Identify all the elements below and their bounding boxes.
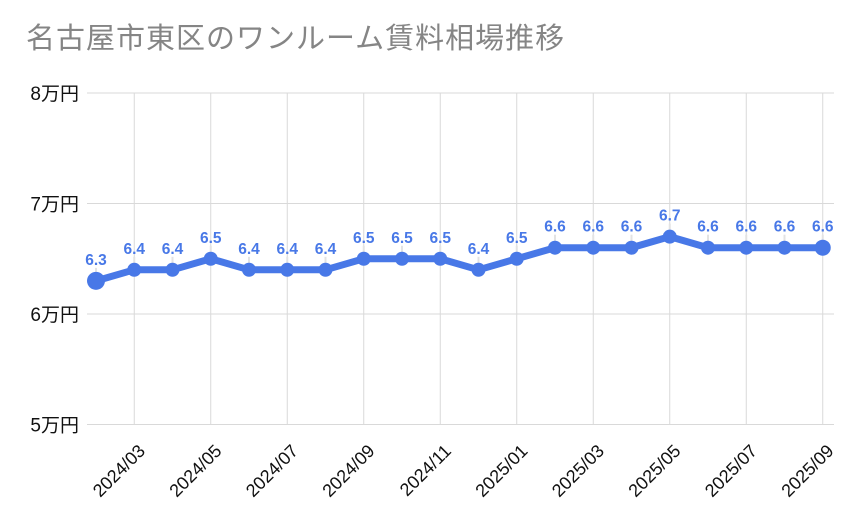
point-label: 6.5 [429,230,451,247]
data-point [395,251,409,266]
y-tick-label: 5万円 [30,416,79,437]
data-point [739,240,754,255]
data-point [242,262,256,277]
y-tick-label: 7万円 [30,195,79,216]
point-label: 6.4 [468,241,490,258]
horizontal-gridlines [87,92,834,425]
x-tick-label: 2025/09 [777,441,837,501]
point-label: 6.4 [123,241,145,258]
y-tick-label: 6万円 [30,305,79,326]
point-label: 6.4 [238,241,260,258]
data-point [814,239,831,256]
point-label: 6.4 [276,241,298,258]
x-axis-labels: 2024/03 2024/05 2024/07 2024/09 2024/11 2025/… [89,441,838,501]
data-point [662,229,677,244]
chart-title: 名古屋市東区のワンルーム賃料相場推移 [26,23,566,55]
point-label: 6.5 [353,230,375,247]
point-label: 6.6 [735,219,757,236]
point-label: 6.6 [582,219,604,236]
point-label: 6.3 [85,252,107,269]
x-tick-label: 2025/01 [471,441,531,501]
x-tick-label: 2024/07 [242,441,302,501]
point-labels: 6.3 6.4 6.4 6.5 6.4 6.4 6.4 6.5 6.5 6.5 6.4 6.5 6.6 6… [85,208,834,269]
x-tick-label: 2024/09 [318,441,378,501]
x-tick-label: 2025/07 [701,441,761,501]
y-axis-labels: 8万円 7万円 6万円 5万円 [30,84,79,437]
point-label: 6.7 [659,208,681,225]
data-point [624,240,639,255]
data-point [203,251,218,266]
series-points [87,229,831,290]
data-point [548,240,562,255]
data-point [701,240,715,255]
data-point [356,251,371,266]
x-tick-label: 2025/03 [548,441,608,501]
x-tick-label: 2024/11 [396,441,455,500]
data-point [586,240,601,255]
data-point [318,262,333,277]
point-label: 6.6 [812,219,834,236]
point-label: 6.5 [200,230,222,247]
data-point [509,251,524,266]
point-label: 6.4 [315,241,337,258]
point-label: 6.6 [774,219,796,236]
data-point [471,262,486,277]
data-point [127,262,142,277]
point-label: 6.5 [506,230,528,247]
point-label: 6.6 [621,219,643,236]
x-tick-label: 2025/05 [624,441,684,501]
x-tick-label: 2024/03 [89,441,149,501]
point-label: 6.6 [544,219,566,236]
y-tick-label: 8万円 [30,84,79,105]
data-point [87,271,105,290]
data-point [280,262,295,277]
data-point [777,240,792,255]
data-point [165,262,180,277]
point-label: 6.6 [697,219,719,236]
point-label: 6.5 [391,230,413,247]
point-label: 6.4 [162,241,184,258]
x-tick-label: 2024/05 [165,441,225,501]
data-point [433,251,448,266]
